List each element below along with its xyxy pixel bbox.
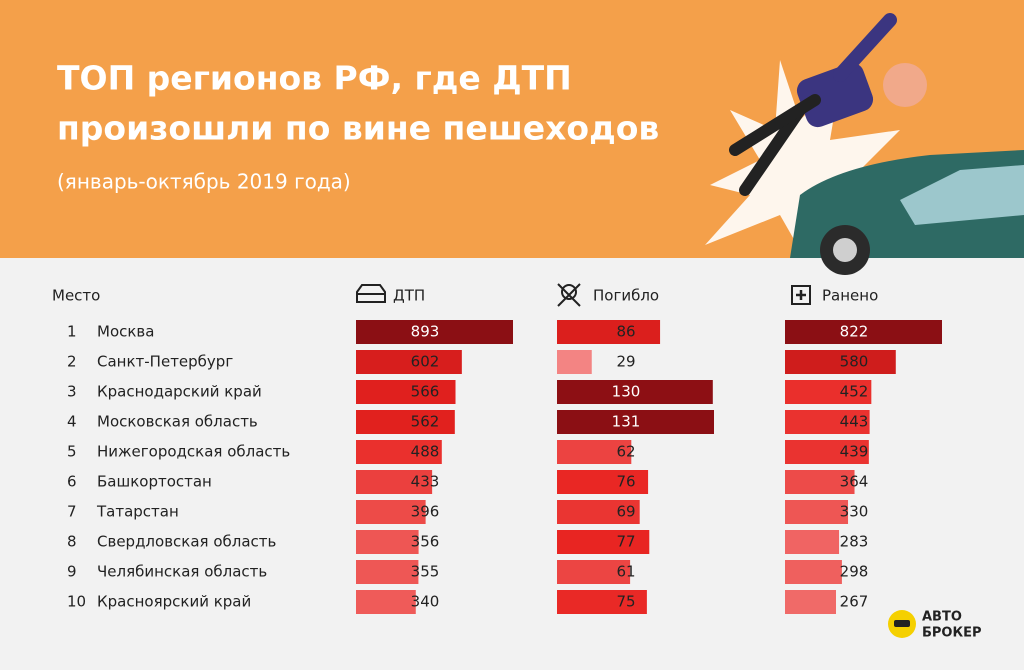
- value-label: 566: [411, 383, 440, 401]
- bar: [356, 320, 513, 344]
- value-label: 602: [411, 353, 440, 371]
- bar: [356, 530, 419, 554]
- bar: [785, 560, 842, 584]
- bar: [557, 470, 649, 494]
- value-label: 340: [411, 593, 440, 611]
- value-label: 443: [840, 413, 869, 431]
- value-label: 893: [411, 323, 440, 341]
- bar: [557, 320, 661, 344]
- rank: 6: [67, 473, 77, 491]
- bar: [356, 560, 419, 584]
- icon-plus: [791, 285, 811, 305]
- bar: [785, 320, 942, 344]
- column-header: Погибло: [593, 287, 659, 305]
- bar: [557, 440, 632, 464]
- region: Нижегородская область: [97, 443, 290, 461]
- value-label: 562: [411, 413, 440, 431]
- bar: [785, 530, 840, 554]
- value-label: 76: [616, 473, 635, 491]
- region: Башкортостан: [97, 473, 212, 491]
- bar: [557, 410, 714, 434]
- value-label: 61: [616, 563, 635, 581]
- bar: [785, 350, 896, 374]
- rank: 3: [67, 383, 77, 401]
- rank: 10: [67, 593, 86, 611]
- icon-skull: [557, 283, 581, 307]
- region: Московская область: [97, 413, 258, 431]
- value-label: 580: [840, 353, 869, 371]
- bar: [785, 440, 869, 464]
- bar: [356, 500, 426, 524]
- value-label: 298: [840, 563, 869, 581]
- rank-header: Место: [52, 287, 100, 305]
- rank: 4: [67, 413, 77, 431]
- value-label: 439: [840, 443, 869, 461]
- logo-text: АВТО: [922, 610, 962, 625]
- logo-text: БРОКЕР: [922, 626, 982, 641]
- rank: 7: [67, 503, 77, 521]
- value-label: 75: [616, 593, 635, 611]
- value-label: 283: [840, 533, 869, 551]
- bar: [557, 530, 650, 554]
- value-label: 452: [840, 383, 869, 401]
- region: Челябинская область: [97, 563, 267, 581]
- bar: [557, 590, 647, 614]
- value-label: 130: [612, 383, 641, 401]
- rank: 2: [67, 353, 77, 371]
- rank: 9: [67, 563, 77, 581]
- value-label: 330: [840, 503, 869, 521]
- region: Свердловская область: [97, 533, 276, 551]
- icon-car: [356, 284, 386, 303]
- region: Красноярский край: [97, 593, 251, 611]
- title-line: ТОП регионов РФ, где ДТП: [57, 59, 572, 98]
- value-label: 396: [411, 503, 440, 521]
- region: Москва: [97, 323, 154, 341]
- value-label: 62: [616, 443, 635, 461]
- bar: [785, 590, 836, 614]
- value-label: 355: [411, 563, 440, 581]
- illustration: [705, 13, 1024, 275]
- value-label: 86: [616, 323, 635, 341]
- value-label: 131: [612, 413, 641, 431]
- value-label: 433: [411, 473, 440, 491]
- region: Краснодарский край: [97, 383, 262, 401]
- bar: [356, 350, 462, 374]
- region: Санкт-Петербург: [97, 353, 233, 371]
- rank: 8: [67, 533, 77, 551]
- rank: 1: [67, 323, 77, 341]
- rank: 5: [67, 443, 77, 461]
- value-label: 356: [411, 533, 440, 551]
- bar: [356, 590, 416, 614]
- region: Татарстан: [96, 503, 179, 521]
- value-label: 364: [840, 473, 869, 491]
- value-label: 822: [840, 323, 869, 341]
- bar: [356, 470, 433, 494]
- bar: [785, 500, 849, 524]
- bar: [557, 380, 713, 404]
- column-header: ДТП: [393, 287, 425, 305]
- title-line: произошли по вине пешеходов: [57, 109, 659, 148]
- bar: [557, 560, 631, 584]
- value-label: 488: [411, 443, 440, 461]
- value-label: 29: [616, 353, 635, 371]
- bar: [557, 350, 592, 374]
- bar: [785, 470, 855, 494]
- bar: [356, 440, 442, 464]
- value-label: 77: [616, 533, 635, 551]
- bar: [356, 410, 455, 434]
- bar: [557, 500, 640, 524]
- subtitle: (январь-октябрь 2019 года): [57, 170, 351, 194]
- bar: [785, 380, 872, 404]
- bar: [356, 380, 456, 404]
- bar: [785, 410, 870, 434]
- value-label: 267: [840, 593, 869, 611]
- column-header: Ранено: [822, 287, 878, 305]
- logo: АВТО БРОКЕР: [888, 610, 982, 641]
- value-label: 69: [616, 503, 635, 521]
